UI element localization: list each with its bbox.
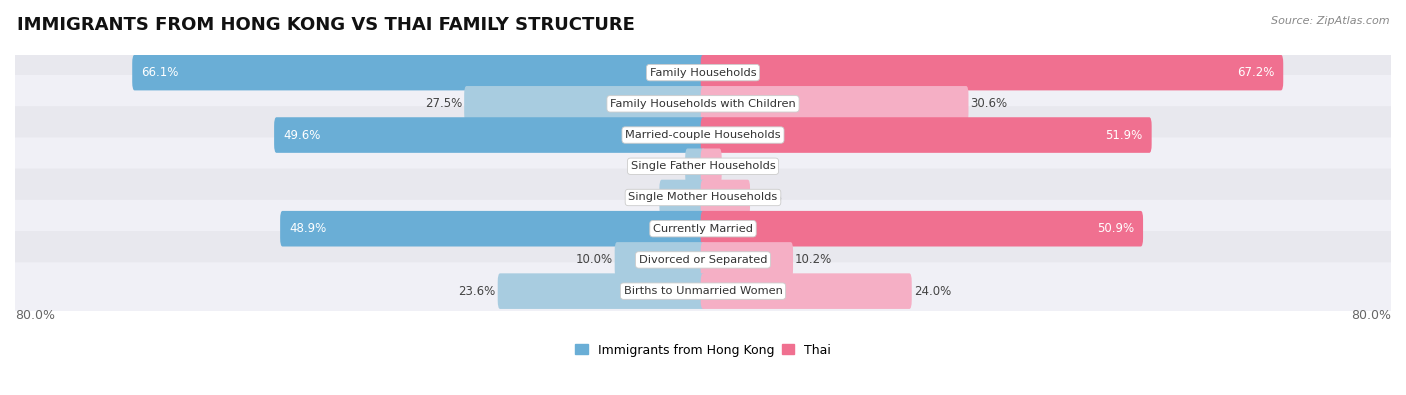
Text: IMMIGRANTS FROM HONG KONG VS THAI FAMILY STRUCTURE: IMMIGRANTS FROM HONG KONG VS THAI FAMILY… [17, 16, 634, 34]
FancyBboxPatch shape [1, 169, 1405, 226]
Text: Divorced or Separated: Divorced or Separated [638, 255, 768, 265]
FancyBboxPatch shape [700, 86, 969, 122]
FancyBboxPatch shape [700, 55, 1284, 90]
Text: 23.6%: 23.6% [458, 285, 496, 298]
Text: 10.2%: 10.2% [794, 254, 832, 266]
Text: 48.9%: 48.9% [290, 222, 326, 235]
FancyBboxPatch shape [614, 242, 706, 278]
Text: 51.9%: 51.9% [1105, 128, 1143, 141]
Text: 24.0%: 24.0% [914, 285, 950, 298]
FancyBboxPatch shape [1, 75, 1405, 133]
Text: 30.6%: 30.6% [970, 97, 1008, 110]
FancyBboxPatch shape [132, 55, 706, 90]
Text: 50.9%: 50.9% [1097, 222, 1133, 235]
FancyBboxPatch shape [700, 273, 911, 309]
Text: 1.9%: 1.9% [724, 160, 754, 173]
Text: 66.1%: 66.1% [142, 66, 179, 79]
FancyBboxPatch shape [1, 262, 1405, 320]
FancyBboxPatch shape [1, 231, 1405, 289]
FancyBboxPatch shape [700, 180, 749, 215]
Text: Married-couple Households: Married-couple Households [626, 130, 780, 140]
Text: 67.2%: 67.2% [1237, 66, 1274, 79]
Text: 80.0%: 80.0% [15, 309, 55, 322]
FancyBboxPatch shape [464, 86, 706, 122]
Text: Family Households: Family Households [650, 68, 756, 77]
Text: 27.5%: 27.5% [425, 97, 463, 110]
Text: Births to Unmarried Women: Births to Unmarried Women [624, 286, 782, 296]
Text: 10.0%: 10.0% [575, 254, 613, 266]
Legend: Immigrants from Hong Kong, Thai: Immigrants from Hong Kong, Thai [569, 339, 837, 362]
Text: Family Households with Children: Family Households with Children [610, 99, 796, 109]
FancyBboxPatch shape [274, 117, 706, 153]
FancyBboxPatch shape [659, 180, 706, 215]
Text: Single Father Households: Single Father Households [631, 161, 775, 171]
FancyBboxPatch shape [700, 242, 793, 278]
FancyBboxPatch shape [700, 211, 1143, 246]
Text: Currently Married: Currently Married [652, 224, 754, 234]
FancyBboxPatch shape [685, 149, 706, 184]
FancyBboxPatch shape [1, 44, 1405, 102]
FancyBboxPatch shape [700, 117, 1152, 153]
FancyBboxPatch shape [1, 106, 1405, 164]
Text: 4.8%: 4.8% [627, 191, 658, 204]
Text: 5.2%: 5.2% [752, 191, 782, 204]
Text: 49.6%: 49.6% [284, 128, 321, 141]
FancyBboxPatch shape [700, 149, 721, 184]
FancyBboxPatch shape [498, 273, 706, 309]
Text: Source: ZipAtlas.com: Source: ZipAtlas.com [1271, 16, 1389, 26]
FancyBboxPatch shape [1, 200, 1405, 258]
Text: Single Mother Households: Single Mother Households [628, 192, 778, 203]
FancyBboxPatch shape [1, 137, 1405, 195]
Text: 80.0%: 80.0% [1351, 309, 1391, 322]
FancyBboxPatch shape [280, 211, 706, 246]
Text: 1.8%: 1.8% [654, 160, 683, 173]
